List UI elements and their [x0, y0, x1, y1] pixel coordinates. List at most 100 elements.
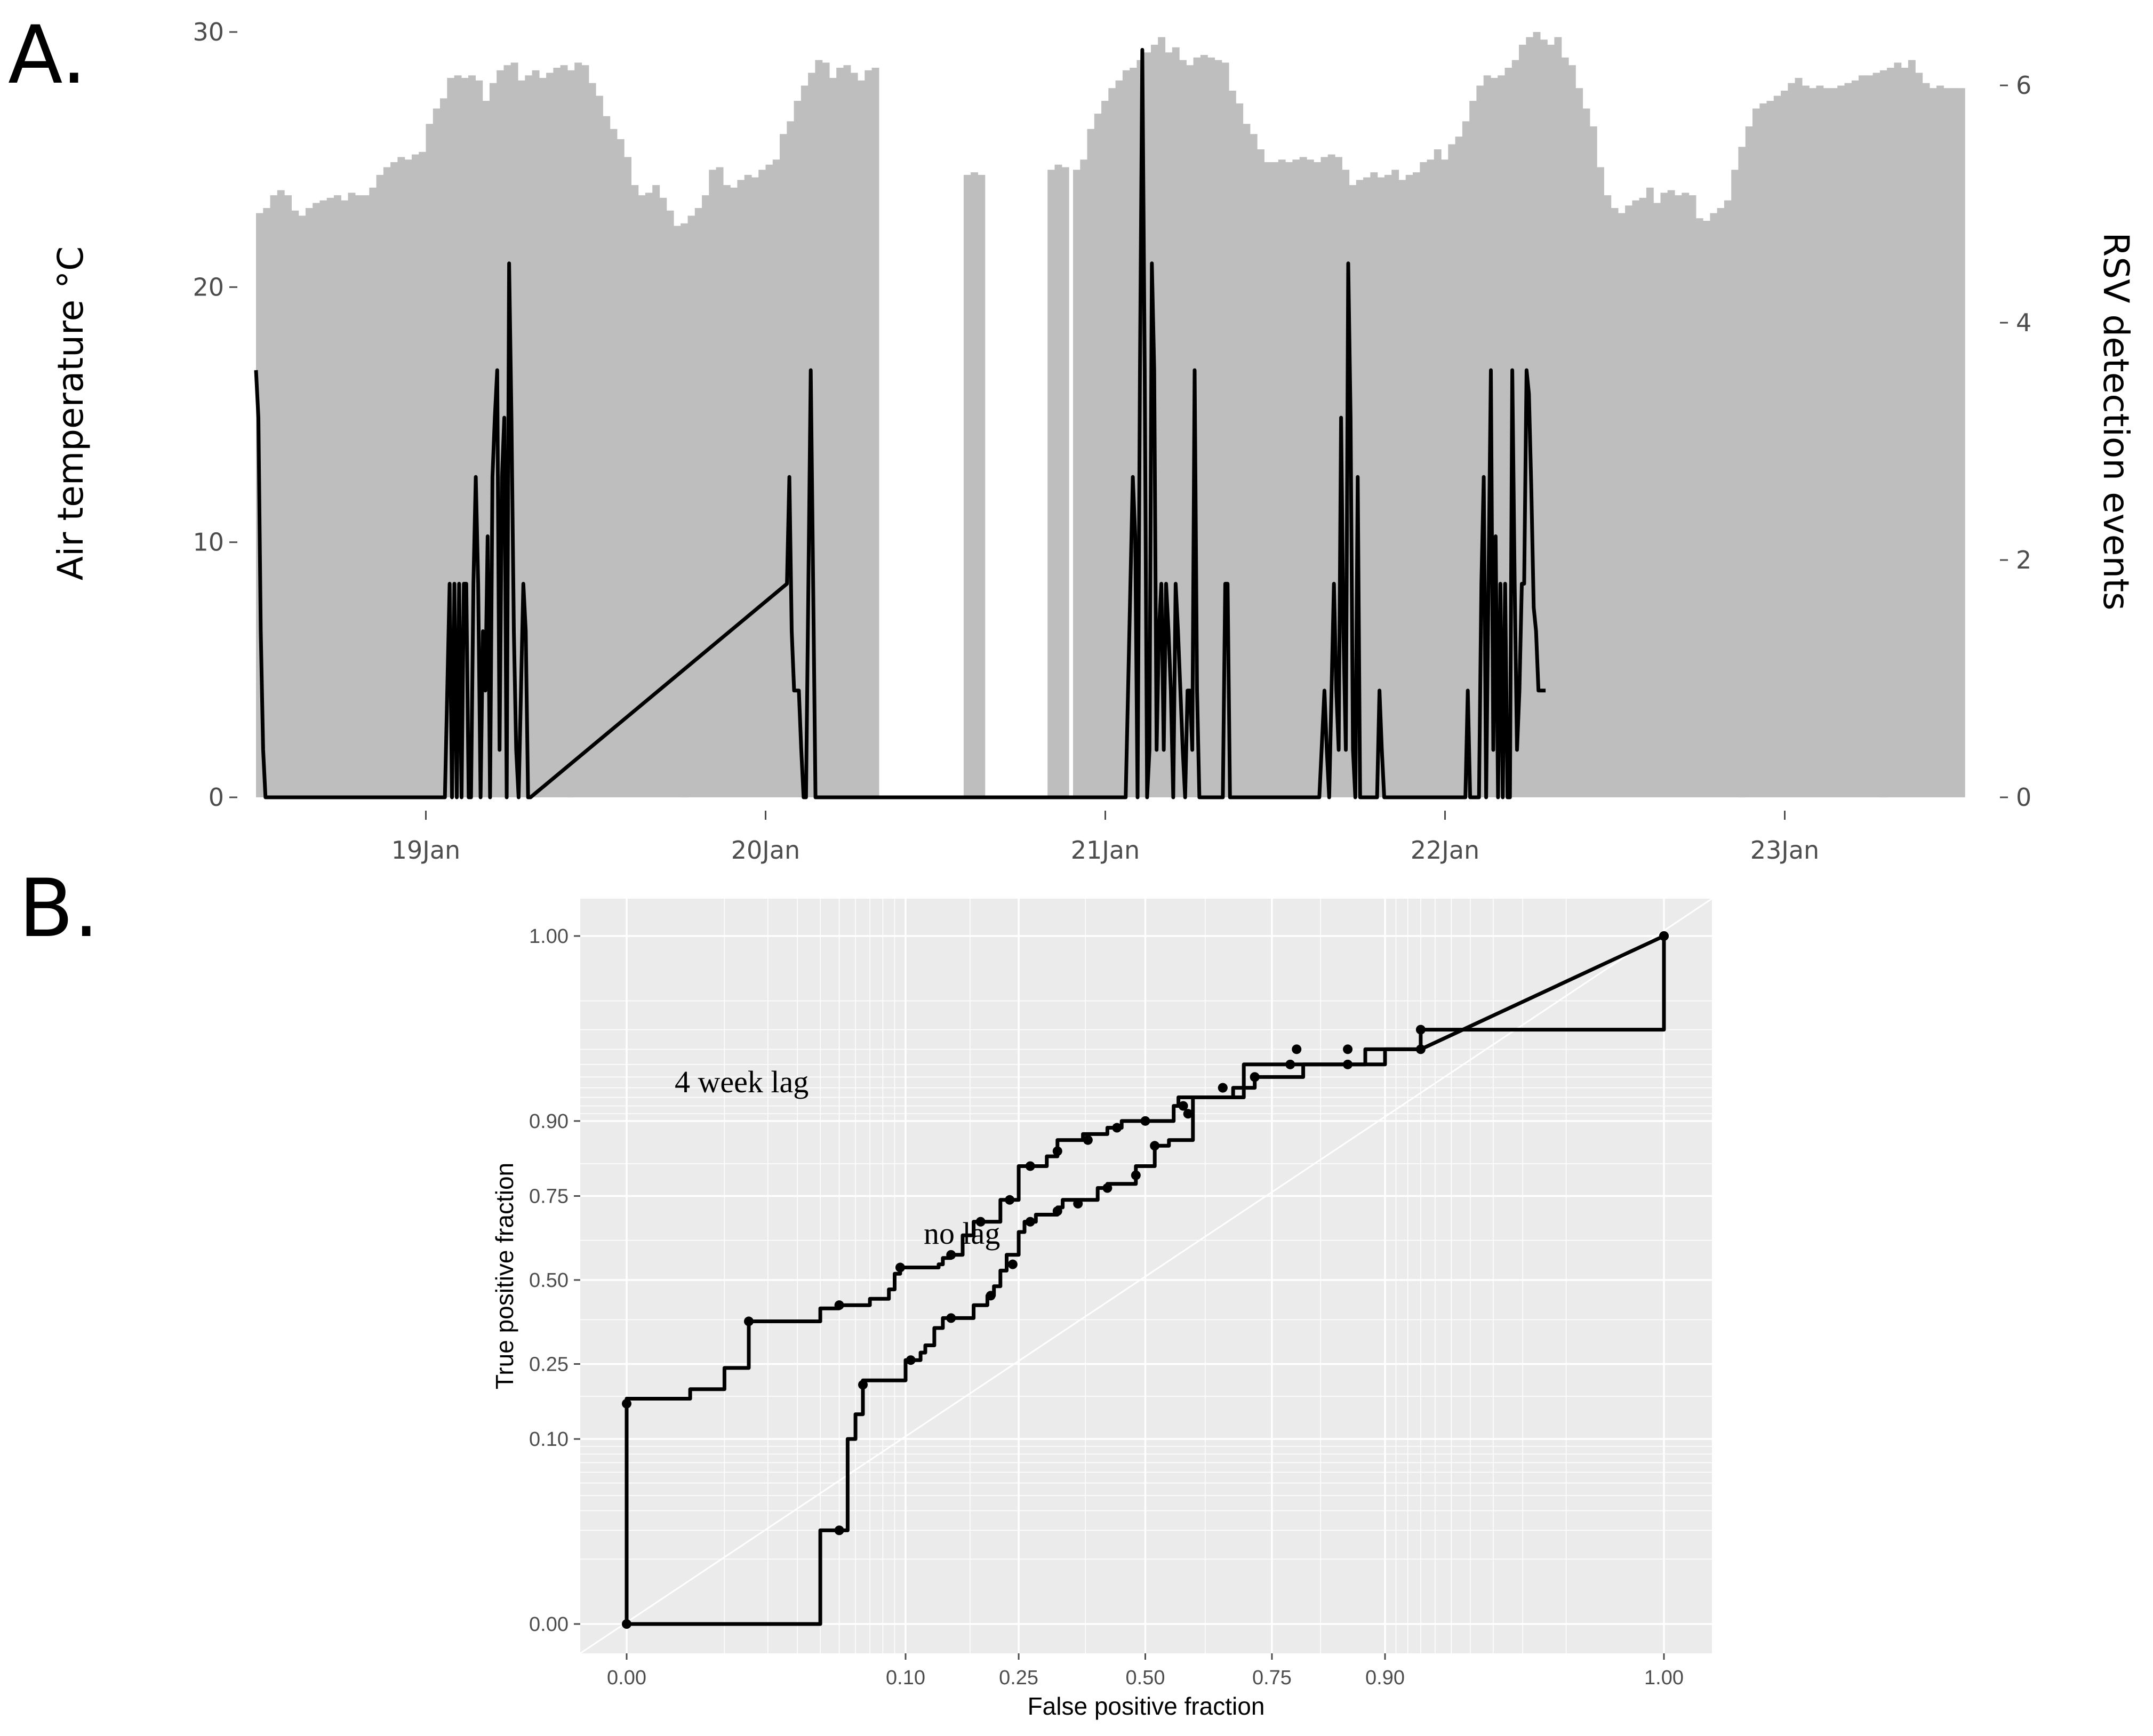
roc-point — [1025, 1217, 1035, 1227]
temperature-bar — [1844, 83, 1852, 798]
temperature-bar — [638, 195, 646, 798]
left-y-tick-label: 30 — [193, 18, 224, 46]
temperature-bar — [341, 200, 349, 798]
roc-point — [975, 1217, 986, 1227]
roc-point — [946, 1313, 956, 1323]
roc-y-tick-label: 0.50 — [529, 1269, 569, 1292]
temperature-bar — [1887, 68, 1894, 797]
temperature-bar — [1398, 180, 1406, 797]
temperature-bar — [1695, 218, 1703, 798]
temperature-bar — [383, 167, 391, 797]
left-y-axis-title: Air temperature °C — [50, 246, 91, 581]
temperature-bar — [787, 121, 795, 797]
right-y-axis-ticks: 0 2 4 6 — [2000, 71, 2031, 812]
temperature-bar — [567, 70, 575, 798]
temperature-bar — [1682, 193, 1690, 797]
temperature-bar — [1285, 162, 1293, 797]
temperature-bar — [843, 65, 851, 798]
temperature-bar — [1271, 162, 1279, 797]
roc-x-tick-label: 1.00 — [1644, 1667, 1684, 1689]
temperature-bar — [1377, 177, 1385, 798]
temperature-bar — [1363, 177, 1371, 798]
temperature-bar — [1582, 108, 1590, 797]
temperature-bar — [1243, 124, 1251, 798]
panel-label-a: A. — [8, 9, 87, 102]
temperature-bar — [376, 174, 384, 797]
roc-y-tick-label: 0.10 — [529, 1428, 569, 1451]
roc-x-axis-title: False positive fraction — [1028, 1692, 1265, 1720]
temperature-bar — [326, 197, 334, 797]
temperature-bar — [1299, 157, 1307, 797]
temperature-bar — [305, 208, 313, 797]
roc-x-tick-label: 0.50 — [1126, 1667, 1165, 1689]
temperature-bar — [1738, 147, 1746, 798]
temperature-bar — [659, 197, 667, 797]
temperature-bar — [1306, 159, 1314, 798]
roc-point — [1102, 1183, 1112, 1193]
temperature-bar — [765, 164, 773, 798]
temperature-bar — [1667, 190, 1675, 798]
roc-reference-diagonal — [580, 898, 1712, 1654]
temperature-bar — [1278, 159, 1286, 798]
temperature-bar — [270, 195, 278, 798]
temperature-bar — [1054, 164, 1062, 798]
temperature-bar — [574, 62, 582, 797]
roc-point — [1292, 1044, 1302, 1054]
roc-point — [1005, 1195, 1015, 1205]
temperature-bar — [1759, 103, 1767, 797]
x-axis-ticks: 19Jan 20Jan 21Jan 22Jan 23Jan — [391, 811, 1819, 865]
temperature-bar — [362, 195, 370, 798]
temperature-bar — [426, 124, 434, 798]
roc-point — [1415, 1025, 1426, 1035]
left-y-tick-label: 20 — [193, 273, 224, 301]
roc-x-tick-label: 0.75 — [1252, 1667, 1292, 1689]
temperature-bar — [1675, 195, 1682, 798]
temperature-bar — [1724, 200, 1732, 798]
roc-point — [1218, 1083, 1228, 1093]
temperature-bar — [822, 62, 830, 797]
roc-point — [858, 1380, 868, 1390]
temperature-bar — [298, 215, 306, 797]
temperature-bar — [1200, 55, 1208, 797]
temperature-bar — [1073, 170, 1080, 797]
temperature-bar — [532, 70, 540, 798]
temperature-bar — [1264, 162, 1272, 797]
roc-point — [1083, 1135, 1093, 1145]
roc-point — [834, 1300, 844, 1310]
x-tick-label: 22Jan — [1411, 836, 1479, 865]
roc-point — [1343, 1044, 1353, 1054]
temperature-bar — [1420, 162, 1428, 797]
temperature-bar — [1547, 44, 1555, 797]
annotation-4-week-lag: 4 week lag — [675, 1065, 809, 1099]
temperature-bar — [1731, 170, 1739, 797]
temperature-bar — [694, 208, 702, 797]
temperature-bar — [588, 83, 596, 798]
temperature-bar — [652, 185, 660, 797]
left-y-tick-label: 10 — [193, 528, 224, 557]
temperature-bar — [1448, 144, 1456, 797]
temperature-bar — [1250, 134, 1258, 797]
temperature-bar — [1179, 60, 1187, 798]
temperature-bar — [794, 101, 802, 798]
temperature-bar — [1781, 91, 1788, 797]
temperature-bar — [1766, 101, 1774, 798]
temperature-bar — [603, 116, 611, 797]
temperature-bar — [1413, 172, 1420, 798]
temperature-bar — [1434, 149, 1442, 797]
temperature-bar — [1462, 121, 1470, 797]
temperature-bar — [631, 185, 639, 797]
temperature-bar — [687, 215, 695, 797]
temperature-bar — [858, 80, 865, 797]
x-tick-label: 19Jan — [391, 836, 460, 865]
temperature-bar — [1639, 197, 1647, 797]
roc-x-tick-label: 0.10 — [886, 1667, 925, 1689]
roc-curve-1 — [627, 934, 1665, 1626]
right-y-axis-title: RSV detection events — [2095, 233, 2136, 611]
left-y-tick-label: 0 — [209, 783, 224, 812]
panel-b-roc-chart: 0.00 0.10 0.25 0.50 0.75 0.90 1.00 0.00 0.10 0.2… — [491, 898, 1712, 1720]
rsv-detection-line — [254, 47, 1546, 799]
temperature-bar — [666, 210, 674, 797]
temperature-bar — [1703, 221, 1710, 797]
temperature-bar — [1384, 174, 1392, 797]
temperature-bar — [1554, 37, 1562, 798]
